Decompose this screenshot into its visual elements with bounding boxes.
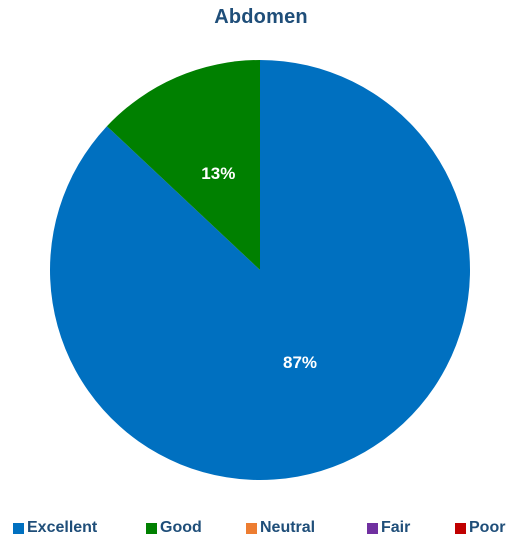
legend-item-poor: Poor [455, 519, 505, 537]
chart-legend: Excellent Good Neutral Fair Poor [0, 519, 522, 539]
legend-label-neutral: Neutral [260, 519, 316, 536]
chart-title: Abdomen [214, 6, 308, 28]
legend-item-neutral: Neutral [246, 519, 315, 537]
data-label-good: 13% [201, 164, 235, 183]
legend-label-good: Good [160, 519, 202, 536]
data-label-excellent: 87% [283, 353, 317, 372]
legend-label-fair: Fair [381, 519, 411, 536]
legend-item-excellent: Excellent [13, 519, 97, 537]
legend-item-good: Good [146, 519, 202, 537]
legend-item-fair: Fair [367, 519, 410, 537]
legend-swatch-fair [367, 522, 378, 534]
pie-slice-good [106, 60, 260, 270]
legend-label-poor: Poor [469, 519, 506, 536]
legend-swatch-excellent [13, 522, 24, 534]
legend-swatch-good [146, 522, 157, 534]
legend-swatch-poor [455, 522, 466, 534]
legend-label-excellent: Excellent [27, 519, 98, 536]
legend-swatch-neutral [246, 522, 257, 534]
